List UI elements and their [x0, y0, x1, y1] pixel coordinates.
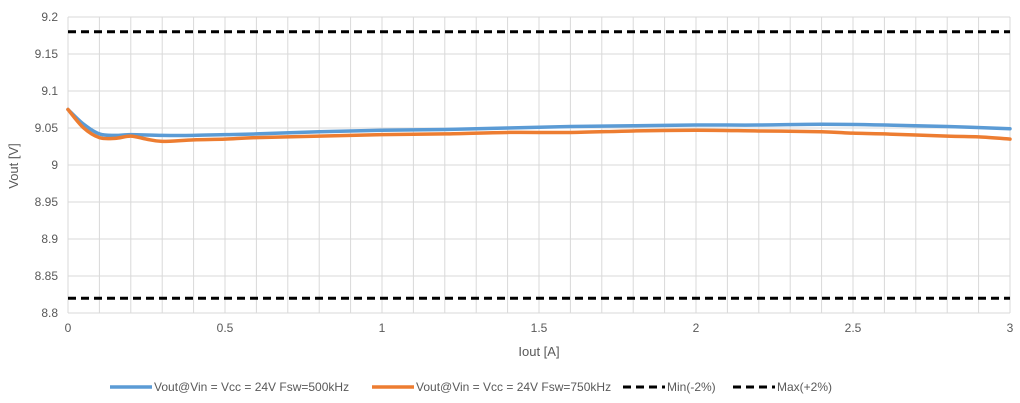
x-tick-label: 2	[693, 321, 700, 335]
y-tick-label: 9	[51, 158, 58, 172]
grid	[68, 17, 1010, 313]
x-tick-label: 3	[1007, 321, 1014, 335]
x-tick-label: 0.5	[217, 321, 234, 335]
legend: Vout@Vin = Vcc = 24V Fsw=500kHz Vout@Vin …	[110, 380, 832, 394]
y-tick-label: 8.95	[35, 195, 59, 209]
x-tick-label: 1.5	[531, 321, 548, 335]
legend-label-1: Vout@Vin = Vcc = 24V Fsw=500kHz	[154, 380, 349, 394]
y-tick-label: 8.85	[35, 269, 59, 283]
y-tick-label: 9.15	[35, 47, 59, 61]
y-tick-label: 8.9	[41, 232, 58, 246]
legend-label-4: Max(+2%)	[777, 380, 832, 394]
y-axis-title: Vout [V]	[6, 143, 21, 189]
legend-label-2: Vout@Vin = Vcc = 24V Fsw=750kHz	[416, 380, 611, 394]
y-tick-label: 9.2	[41, 10, 58, 24]
x-tick-label: 1	[379, 321, 386, 335]
x-tick-label: 0	[65, 321, 72, 335]
x-axis-title: Iout [A]	[518, 344, 559, 359]
x-tick-labels: 0 0.5 1 1.5 2 2.5 3	[65, 321, 1014, 335]
y-tick-label: 8.8	[41, 306, 58, 320]
legend-label-3: Min(-2%)	[667, 380, 716, 394]
y-tick-labels: 8.8 8.85 8.9 8.95 9 9.05 9.1 9.15 9.2	[35, 10, 59, 320]
y-tick-label: 9.1	[41, 84, 58, 98]
y-tick-label: 9.05	[35, 121, 59, 135]
x-tick-label: 2.5	[845, 321, 862, 335]
